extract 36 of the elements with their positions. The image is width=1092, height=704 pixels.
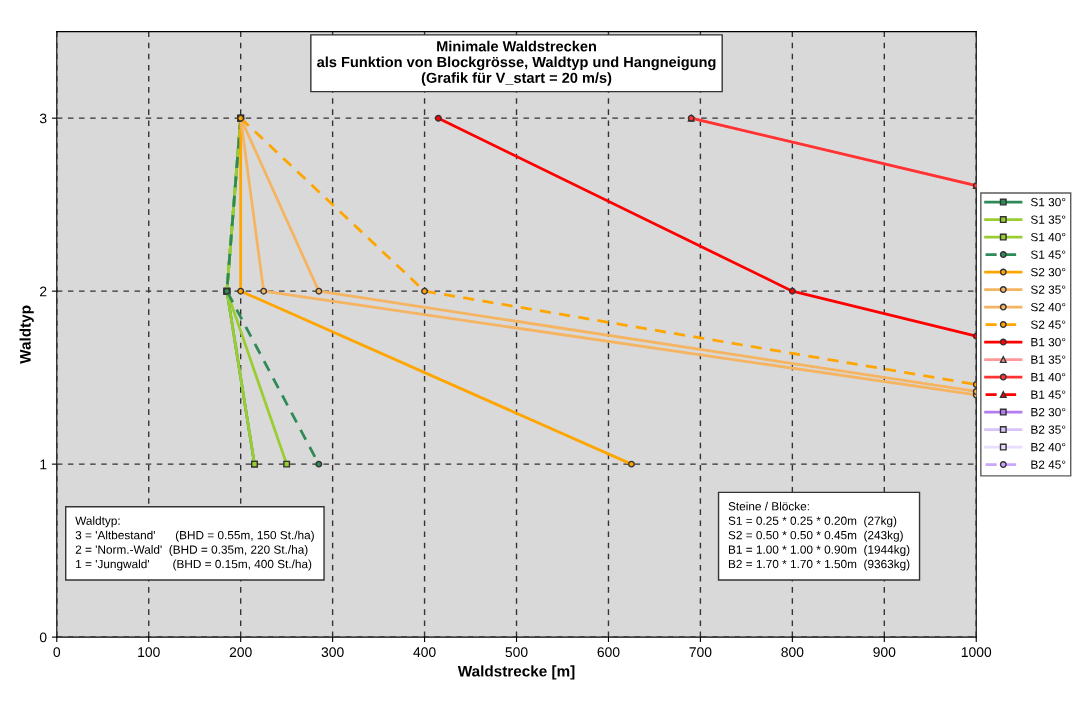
legend-label: S2 30° xyxy=(1030,267,1066,277)
x-tick-label: 200 xyxy=(229,647,252,658)
legend-label: S2 35° xyxy=(1030,285,1066,294)
legend-label: B1 35° xyxy=(1031,355,1066,364)
y-tick-label: 3 xyxy=(39,113,47,124)
x-tick-label: 300 xyxy=(321,647,344,658)
legend-label: B1 45° xyxy=(1031,390,1066,399)
legend-label: S2 40° xyxy=(1030,302,1066,312)
legend-label: S1 30° xyxy=(1030,197,1066,207)
x-tick-label: 100 xyxy=(138,647,160,658)
legend-label: S1 45° xyxy=(1030,250,1066,259)
x-axis-title: Waldstrecke [m] xyxy=(457,665,575,680)
text: Minimale Waldstrecken als Funktion von Blockgrösse, Waldtyp und Hangneigung (Grafik für V_start = 20 m/s) xyxy=(317,40,716,86)
y-axis-title: Waldtyp xyxy=(19,305,34,364)
legend-label: S1 35° xyxy=(1030,215,1066,224)
y-tick-label: 1 xyxy=(40,459,47,470)
x-tick-label: 800 xyxy=(781,647,804,658)
x-tick-label: 900 xyxy=(873,647,896,658)
legend-label: B2 35° xyxy=(1031,425,1066,434)
x-tick-label: 1000 xyxy=(961,647,992,658)
annotation: Steine / Blöcke: S1 = 0.25 * 0.25 * 0.20m (27kg) S2 = 0.50 * 0.50 * 0.45m (243kg) B1 = 1.00 * 1.00 * 0.90m (1944kg) B2 = 1.70 * 1.70 * 1.50m (9363kg) xyxy=(728,501,910,571)
y-tick-label: 0 xyxy=(39,632,47,643)
x-tick-label: 0 xyxy=(53,647,61,658)
legend-label: B2 40° xyxy=(1031,442,1066,452)
legend-label: B1 40° xyxy=(1031,372,1066,382)
x-tick-label: 400 xyxy=(413,647,436,658)
annotation: Waldtyp: 3 = 'Altbestand' (BHD = 0.55m, 150 St./ha) 2 = 'Norm.-Wald' (BHD = 0.35m, 220 St./ha) 1 = 'Jungwald' (BHD = 0.15m, 400 St./ha) xyxy=(75,516,314,571)
legend-label: B2 45° xyxy=(1031,460,1066,469)
legend-label: B1 30° xyxy=(1031,337,1066,347)
x-tick-label: 600 xyxy=(597,647,620,658)
legend-label: S2 45° xyxy=(1030,320,1066,329)
legend-label: S1 40° xyxy=(1030,232,1066,242)
x-tick-label: 500 xyxy=(505,647,528,658)
y-tick-label: 2 xyxy=(40,286,47,297)
legend-label: B2 30° xyxy=(1031,407,1066,417)
x-tick-label: 700 xyxy=(689,647,712,658)
